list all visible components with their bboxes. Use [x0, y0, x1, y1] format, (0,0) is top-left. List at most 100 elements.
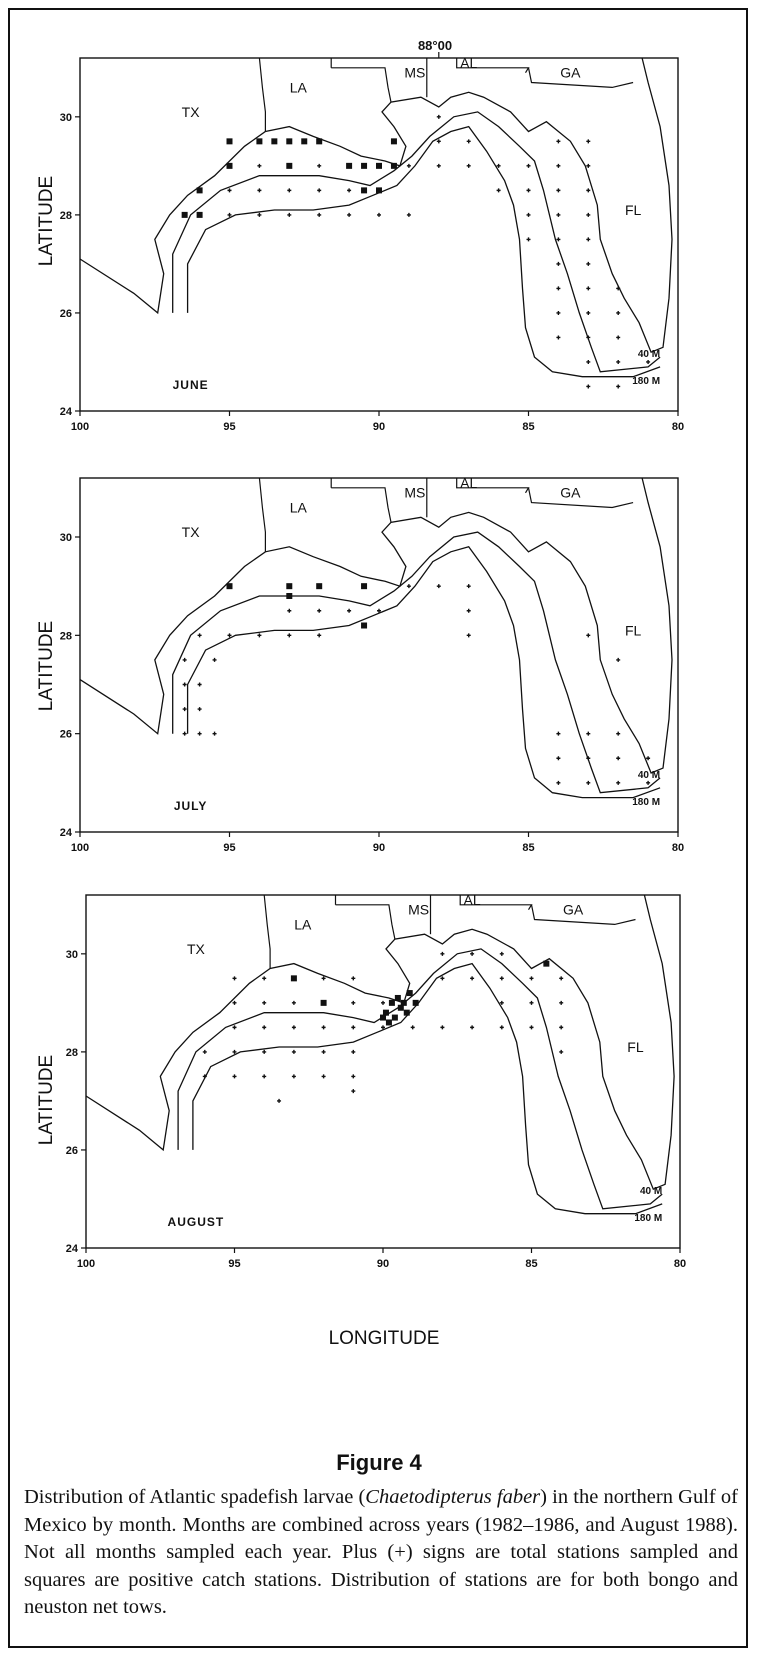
sampled-station-marker — [470, 951, 475, 956]
state-label: GA — [560, 65, 581, 81]
sampled-station-marker — [351, 976, 356, 981]
sampled-station-marker — [202, 1074, 207, 1079]
sampled-station-marker — [277, 1098, 282, 1103]
state-label: MS — [404, 485, 425, 501]
sampled-station-marker — [466, 163, 471, 168]
sampled-station-marker — [646, 359, 651, 364]
positive-catch-marker — [391, 1014, 398, 1021]
state-label: AL — [460, 475, 477, 491]
sampled-station-marker — [436, 139, 441, 144]
y-axis-label: LATITUDE — [36, 176, 57, 266]
depth-label-180m: 180 M — [634, 1213, 662, 1224]
depth-label-40m: 40 M — [638, 349, 660, 360]
sampled-station-marker — [317, 163, 322, 168]
caption-part-3: ) in the northern Gulf of Mexico by mont… — [24, 1486, 738, 1618]
positive-catch-marker — [394, 994, 401, 1001]
x-tick-label: 95 — [223, 842, 235, 854]
sampled-station-marker — [586, 384, 591, 389]
state-label: MS — [404, 65, 425, 81]
sampled-station-marker — [406, 584, 411, 589]
sampled-station-marker — [556, 731, 561, 736]
sampled-station-marker — [499, 1000, 504, 1005]
sampled-station-marker — [436, 163, 441, 168]
x-tick-label: 90 — [373, 421, 385, 433]
figure-caption: Distribution of Atlantic spadefish larva… — [24, 1484, 738, 1622]
positive-catch-marker — [286, 593, 293, 599]
sampled-station-marker — [406, 163, 411, 168]
coastline — [85, 894, 675, 1191]
sampled-station-marker — [262, 1025, 267, 1030]
sampled-station-marker — [559, 976, 564, 981]
sampled-station-marker — [586, 163, 591, 168]
state-label: MS — [408, 902, 429, 918]
y-tick-label: 30 — [60, 112, 72, 124]
x-tick-label: 90 — [373, 842, 385, 854]
x-tick-label: 80 — [672, 842, 684, 854]
sampled-station-marker — [440, 951, 445, 956]
sampled-station-marker — [287, 212, 292, 217]
y-tick-label: 24 — [66, 1243, 79, 1255]
sampled-station-marker — [351, 1000, 356, 1005]
y-tick-label: 26 — [66, 1145, 78, 1157]
sampled-station-marker — [499, 976, 504, 981]
sampled-station-marker — [287, 188, 292, 193]
sampled-station-marker — [499, 951, 504, 956]
sampled-station-marker — [182, 657, 187, 662]
sampled-station-marker — [556, 188, 561, 193]
positive-catch-marker — [412, 999, 419, 1006]
month-label: JUNE — [173, 378, 209, 392]
state-label: AL — [460, 55, 477, 71]
sampled-station-marker — [317, 608, 322, 613]
sampled-station-marker — [317, 188, 322, 193]
positive-catch-marker — [385, 1019, 392, 1026]
x-tick-label: 95 — [223, 421, 235, 433]
sampled-station-marker — [556, 335, 561, 340]
positive-catch-marker — [290, 975, 297, 982]
sampled-station-marker — [262, 1074, 267, 1079]
sampled-station-marker — [586, 335, 591, 340]
sampled-station-marker — [347, 212, 352, 217]
month-label: AUGUST — [168, 1215, 225, 1229]
sampled-station-marker — [556, 756, 561, 761]
y-tick-label: 28 — [60, 630, 72, 642]
state-border — [527, 487, 634, 509]
positive-catch-marker — [196, 187, 203, 194]
sampled-station-marker — [466, 608, 471, 613]
panel-june: LATITUDE 100 95 90 85 80 30 28 26 24 TX LA MS AL GA FL… — [36, 52, 684, 433]
sampled-station-marker — [410, 1025, 415, 1030]
positive-catch-marker — [286, 583, 293, 590]
positive-catch-marker — [543, 960, 550, 967]
state-border — [258, 477, 266, 552]
x-axis-label: LONGITUDE — [329, 1328, 440, 1349]
depth-contour-40m — [172, 531, 661, 794]
sampled-station-marker — [616, 780, 621, 785]
positive-catch-marker — [406, 990, 413, 997]
x-tick-label: 85 — [525, 1258, 537, 1270]
sampled-station-marker — [586, 212, 591, 217]
figure-title: Figure 4 — [336, 1450, 422, 1475]
sampled-station-marker — [556, 237, 561, 242]
positive-catch-marker — [196, 211, 203, 218]
coastline — [79, 477, 673, 774]
positive-catch-marker — [286, 138, 293, 145]
positive-catch-marker — [256, 138, 263, 145]
sampled-station-marker — [262, 1049, 267, 1054]
positive-catch-marker — [361, 187, 368, 194]
state-label: LA — [290, 499, 308, 515]
sampled-station-marker — [616, 359, 621, 364]
sampled-station-marker — [466, 633, 471, 638]
sampled-station-marker — [526, 163, 531, 168]
sampled-station-marker — [287, 608, 292, 613]
sampled-station-marker — [291, 1049, 296, 1054]
state-label: AL — [464, 892, 481, 908]
state-label: LA — [294, 916, 312, 932]
sampled-station-marker — [257, 633, 262, 638]
sampled-station-marker — [499, 1025, 504, 1030]
state-border — [459, 895, 533, 911]
sampled-station-marker — [232, 1025, 237, 1030]
sampled-station-marker — [232, 1000, 237, 1005]
positive-catch-marker — [226, 138, 233, 145]
sampled-station-marker — [406, 212, 411, 217]
sampled-station-marker — [586, 633, 591, 638]
